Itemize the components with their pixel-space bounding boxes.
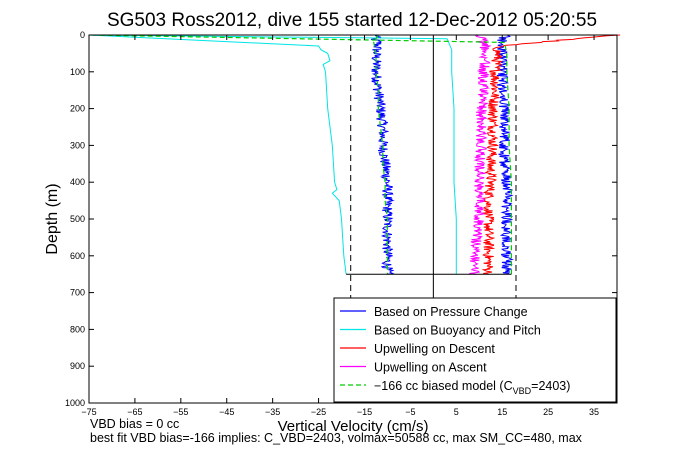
y-tick-label: 100	[70, 67, 85, 77]
series-line-1-1	[88, 34, 457, 275]
legend-label: Based on Pressure Change	[374, 305, 528, 319]
best-fit-note: best fit VBD bias=-166 implies: C_VBD=24…	[90, 431, 582, 445]
series-line-1-0	[88, 34, 347, 275]
y-tick-label: 700	[70, 288, 85, 298]
series-layer	[88, 34, 621, 275]
chart-title: SG503 Ross2012, dive 155 started 12-Dec-…	[107, 10, 597, 31]
y-axis-label: Depth (m)	[44, 183, 61, 254]
series-line-0-1	[496, 34, 514, 275]
x-tick-label: −65	[127, 407, 142, 417]
y-tick-label: 1000	[65, 398, 85, 408]
x-tick-label: −15	[357, 407, 372, 417]
legend-box	[333, 297, 617, 403]
x-tick-label: −55	[173, 407, 188, 417]
y-tick-label: 500	[70, 214, 85, 224]
y-tick-label: 900	[70, 361, 85, 371]
x-tick-label: −35	[265, 407, 280, 417]
series-upwelling-on-ascent	[469, 34, 492, 275]
series-based-on-pressure-change	[370, 34, 514, 275]
x-tick-label: −25	[311, 407, 326, 417]
x-tick-label: −45	[219, 407, 234, 417]
series-line-0-0	[370, 34, 395, 275]
series-line-2-0	[481, 34, 621, 275]
axes: −75 −65 −55 −45 −35 −25 −15 −5 5 15 25 350100200300…	[65, 30, 618, 417]
series-line-4-0	[373, 34, 388, 275]
y-tick-label: 300	[70, 140, 85, 150]
x-tick-label: −5	[405, 407, 415, 417]
legend-label: Upwelling on Descent	[374, 342, 495, 356]
vbd-bias-note: VBD bias = 0 cc	[90, 417, 180, 431]
y-tick-label: 200	[70, 104, 85, 114]
series-upwelling-on-descent	[481, 34, 621, 275]
x-axis-label: Vertical Velocity (cm/s)	[278, 418, 429, 435]
series-line-3-0	[469, 34, 492, 275]
x-tick-label: −75	[81, 407, 96, 417]
x-tick-label: 35	[589, 407, 599, 417]
y-tick-label: 400	[70, 177, 85, 187]
x-tick-label: 5	[454, 407, 459, 417]
legend-label: Upwelling on Ascent	[374, 361, 487, 375]
series-166-cc-biased-model-c-vbd-2403	[88, 34, 512, 275]
series-based-on-buoyancy-and-pitch	[88, 34, 457, 275]
legend-label: Based on Buoyancy and Pitch	[374, 324, 541, 338]
y-tick-label: 600	[70, 251, 85, 261]
legend: Based on Pressure Change Based on Buoyanc…	[333, 297, 617, 403]
x-tick-label: 25	[543, 407, 553, 417]
x-tick-label: 15	[497, 407, 507, 417]
y-tick-label: 0	[80, 30, 85, 40]
legend-label: −166 cc biased model (CVBD=2403)	[374, 379, 570, 396]
y-tick-label: 800	[70, 324, 85, 334]
series-line-4-1	[88, 34, 512, 275]
